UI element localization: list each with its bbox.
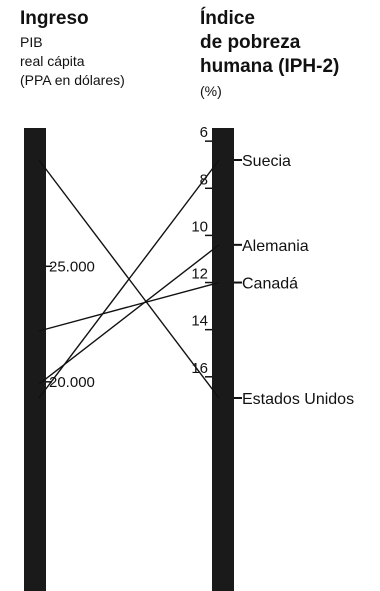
- left-axis-title: Ingreso: [20, 8, 89, 29]
- country-line: [38, 159, 220, 399]
- country-label: Estados Unidos: [242, 391, 354, 408]
- country-line: [38, 244, 220, 385]
- right-axis-title-line-1: Índice: [200, 8, 255, 29]
- right-axis-tick-label: 10: [191, 218, 208, 235]
- left-axis-subtitle-line-1: PIB: [20, 34, 43, 50]
- left-axis-subtitle-line-3: (PPA en dólares): [20, 72, 125, 88]
- left-axis-tick-label: 25.000: [49, 258, 95, 275]
- right-axis-tick-label: 16: [191, 360, 208, 377]
- country-label: Suecia: [242, 153, 291, 170]
- right-axis-tick-label: 12: [191, 266, 208, 283]
- country-line: [38, 281, 220, 332]
- right-axis-tick-label: 6: [200, 124, 208, 141]
- left-axis-tick-label: 20.000: [49, 374, 95, 391]
- right-axis-unit: (%): [200, 83, 222, 99]
- right-axis-title-line-3: humana (IPH-2): [200, 56, 340, 77]
- left-axis-bar: [24, 128, 46, 591]
- right-axis-tick-label: 14: [191, 313, 208, 330]
- right-axis-bar: [212, 128, 234, 591]
- country-label: Alemania: [242, 238, 309, 255]
- country-label: Canadá: [242, 276, 298, 293]
- right-axis-title-line-2: de pobreza: [200, 32, 301, 53]
- left-axis-subtitle-line-2: real cápita: [20, 53, 85, 69]
